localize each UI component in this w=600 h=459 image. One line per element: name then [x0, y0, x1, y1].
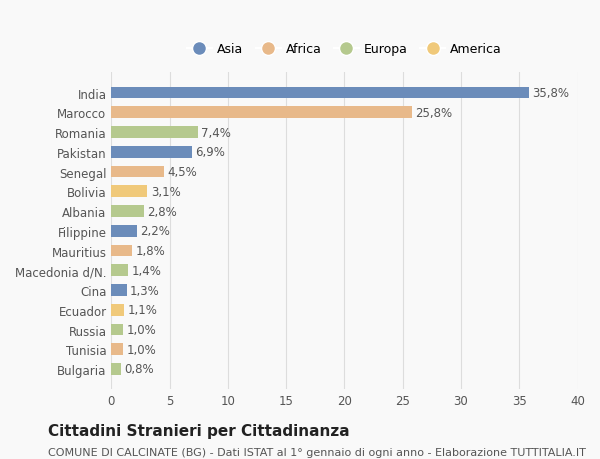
Bar [112, 107, 412, 119]
Bar [112, 225, 137, 237]
Text: 1,0%: 1,0% [127, 323, 156, 336]
Bar [112, 186, 148, 198]
Text: 0,8%: 0,8% [124, 363, 154, 375]
Text: 1,8%: 1,8% [136, 245, 166, 257]
Bar [112, 324, 123, 336]
Bar [112, 363, 121, 375]
Bar [112, 166, 164, 178]
Text: 1,0%: 1,0% [127, 343, 156, 356]
Bar [112, 127, 197, 139]
Legend: Asia, Africa, Europa, America: Asia, Africa, Europa, America [182, 38, 507, 61]
Text: 7,4%: 7,4% [201, 126, 231, 139]
Bar [112, 87, 529, 99]
Text: 3,1%: 3,1% [151, 185, 181, 198]
Text: 1,4%: 1,4% [131, 264, 161, 277]
Text: 35,8%: 35,8% [532, 87, 569, 100]
Bar [112, 265, 128, 277]
Bar [112, 285, 127, 297]
Text: 2,2%: 2,2% [140, 225, 170, 238]
Text: 2,8%: 2,8% [148, 205, 177, 218]
Bar [112, 245, 133, 257]
Text: COMUNE DI CALCINATE (BG) - Dati ISTAT al 1° gennaio di ogni anno - Elaborazione : COMUNE DI CALCINATE (BG) - Dati ISTAT al… [48, 447, 586, 457]
Text: 4,5%: 4,5% [167, 166, 197, 179]
Text: Cittadini Stranieri per Cittadinanza: Cittadini Stranieri per Cittadinanza [48, 423, 350, 438]
Bar [112, 146, 192, 158]
Bar [112, 206, 144, 218]
Text: 1,1%: 1,1% [128, 303, 158, 317]
Bar [112, 304, 124, 316]
Text: 6,9%: 6,9% [195, 146, 225, 159]
Text: 1,3%: 1,3% [130, 284, 160, 297]
Bar [112, 344, 123, 355]
Text: 25,8%: 25,8% [416, 106, 452, 119]
